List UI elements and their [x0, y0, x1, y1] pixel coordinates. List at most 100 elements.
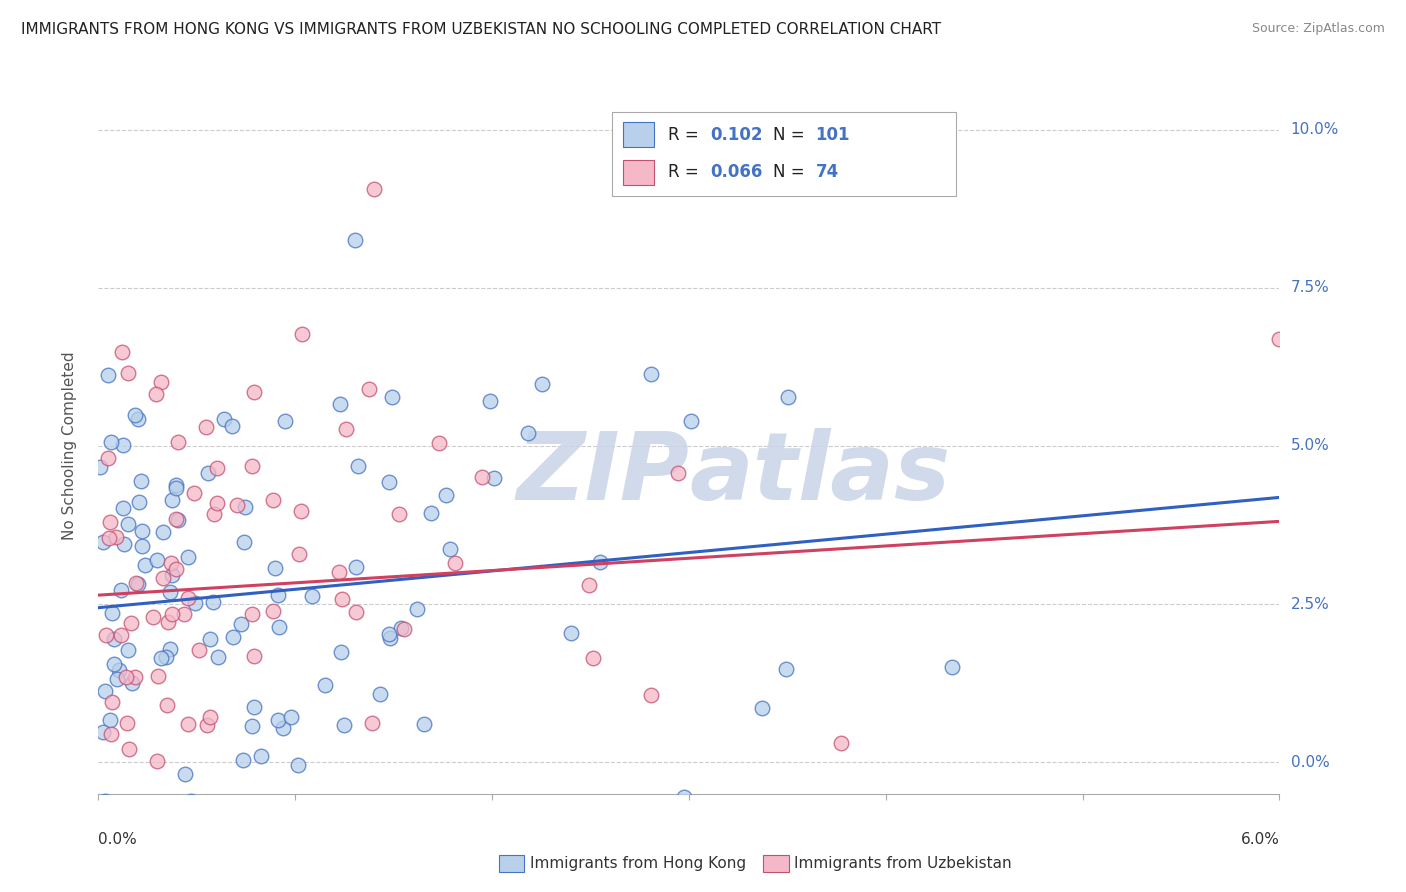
- Point: [267, 588, 290, 602]
- Point: [124, 670, 146, 684]
- Point: [195, 420, 218, 434]
- Point: [131, 524, 153, 539]
- Point: [226, 498, 249, 512]
- Point: [287, 757, 309, 772]
- Point: [97, 531, 120, 545]
- Point: [776, 390, 799, 404]
- Point: [344, 560, 367, 574]
- Point: [484, 471, 506, 485]
- Point: [485, 865, 508, 880]
- Point: [666, 466, 689, 480]
- Point: [287, 547, 309, 561]
- Point: [240, 607, 263, 621]
- Point: [111, 345, 134, 359]
- Point: [202, 507, 225, 521]
- Point: [314, 837, 336, 851]
- Text: 2.5%: 2.5%: [1291, 597, 1329, 612]
- Point: [103, 632, 125, 647]
- Point: [301, 589, 323, 603]
- Point: [232, 753, 254, 767]
- Point: [160, 492, 183, 507]
- Point: [98, 713, 121, 727]
- Text: 0.0%: 0.0%: [98, 832, 138, 847]
- Point: [346, 459, 368, 474]
- Point: [1268, 332, 1291, 346]
- Point: [329, 397, 352, 411]
- Point: [152, 571, 174, 585]
- Point: [128, 494, 150, 508]
- Text: Source: ZipAtlas.com: Source: ZipAtlas.com: [1251, 22, 1385, 36]
- Point: [174, 767, 197, 781]
- Point: [222, 630, 245, 644]
- Point: [269, 620, 291, 634]
- Point: [149, 650, 172, 665]
- Text: Immigrants from Uzbekistan: Immigrants from Uzbekistan: [794, 856, 1012, 871]
- Point: [233, 534, 256, 549]
- Point: [160, 567, 183, 582]
- Text: ZIP: ZIP: [516, 428, 689, 520]
- Point: [578, 578, 600, 592]
- Text: 0.0%: 0.0%: [1291, 755, 1329, 770]
- Point: [344, 233, 367, 247]
- Point: [146, 754, 169, 768]
- Point: [242, 385, 264, 400]
- Point: [941, 660, 963, 674]
- Point: [751, 701, 773, 715]
- Point: [262, 604, 284, 618]
- Point: [93, 724, 115, 739]
- Point: [207, 650, 229, 665]
- Point: [291, 326, 314, 341]
- Point: [530, 821, 553, 835]
- Point: [471, 470, 494, 484]
- Point: [212, 411, 235, 425]
- Point: [117, 516, 139, 531]
- Point: [96, 368, 118, 382]
- Point: [378, 627, 401, 641]
- Point: [177, 717, 200, 731]
- Point: [141, 610, 163, 624]
- Point: [197, 466, 219, 480]
- Point: [188, 643, 211, 657]
- Point: [775, 662, 797, 676]
- Point: [163, 814, 186, 829]
- Point: [273, 414, 295, 428]
- Point: [100, 607, 122, 621]
- Text: 10.0%: 10.0%: [1291, 122, 1339, 137]
- Point: [392, 623, 415, 637]
- Point: [201, 595, 224, 609]
- Point: [105, 672, 128, 686]
- Point: [173, 607, 195, 621]
- Point: [679, 414, 702, 428]
- Point: [335, 421, 357, 435]
- Point: [165, 482, 187, 496]
- Point: [101, 695, 124, 709]
- Point: [111, 438, 134, 452]
- Point: [434, 488, 457, 502]
- Point: [112, 501, 135, 516]
- Point: [145, 387, 167, 401]
- Point: [427, 436, 450, 450]
- Point: [131, 539, 153, 553]
- Point: [125, 576, 148, 591]
- Point: [478, 394, 501, 409]
- Point: [166, 513, 188, 527]
- Point: [94, 628, 117, 642]
- Point: [93, 794, 115, 808]
- Point: [152, 525, 174, 540]
- Point: [329, 645, 352, 659]
- Point: [444, 556, 467, 570]
- Point: [672, 790, 695, 805]
- Point: [127, 577, 149, 591]
- Point: [121, 809, 143, 823]
- Point: [378, 632, 401, 646]
- Point: [377, 475, 399, 490]
- Point: [195, 718, 218, 732]
- Point: [267, 713, 290, 727]
- Point: [388, 507, 411, 521]
- Text: N =: N =: [773, 126, 810, 144]
- Point: [517, 425, 540, 440]
- Point: [103, 657, 125, 672]
- Point: [118, 742, 141, 756]
- Point: [159, 642, 181, 657]
- Text: 74: 74: [815, 163, 839, 181]
